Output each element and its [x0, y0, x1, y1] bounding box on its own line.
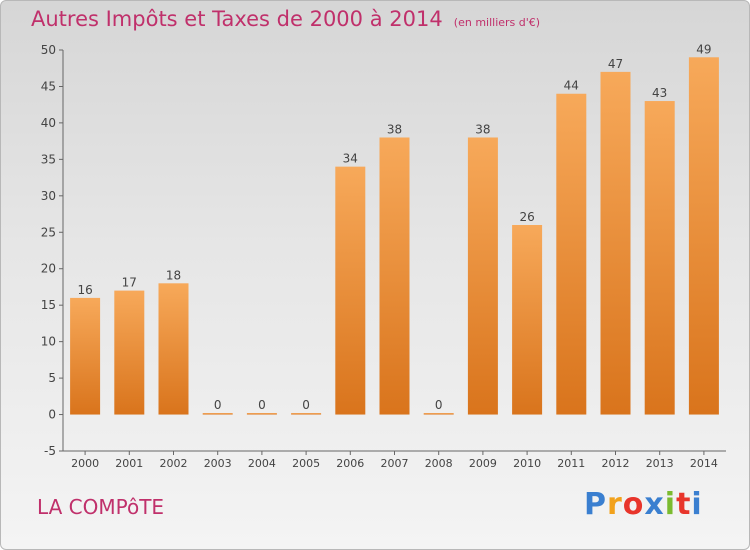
bar — [379, 137, 410, 415]
x-tick-label: 2011 — [557, 457, 585, 470]
data-label: 38 — [387, 122, 402, 136]
y-tick-label: 50 — [41, 43, 56, 57]
data-label: 17 — [122, 276, 137, 290]
data-label: 34 — [343, 152, 358, 166]
y-tick-label: 35 — [41, 152, 56, 166]
x-tick-label: 2010 — [513, 457, 541, 470]
logo-letter: i — [664, 487, 677, 522]
chart-title: Autres Impôts et Taxes de 2000 à 2014 (e… — [31, 7, 540, 31]
data-label: 0 — [435, 398, 443, 412]
bar — [423, 413, 454, 415]
x-tick-label: 2005 — [292, 457, 320, 470]
x-tick-label: 2012 — [602, 457, 630, 470]
bar — [688, 57, 719, 415]
data-label: 44 — [564, 79, 579, 93]
bar — [512, 224, 543, 415]
bar — [291, 413, 322, 415]
bar — [644, 101, 675, 415]
x-tick-label: 2000 — [71, 457, 99, 470]
logo-letter: o — [622, 487, 645, 522]
logo-letter: r — [607, 487, 623, 522]
data-label: 26 — [519, 210, 534, 224]
x-tick-label: 2006 — [336, 457, 364, 470]
logo-letter: i — [691, 487, 703, 522]
y-tick-label: 40 — [41, 116, 56, 130]
x-tick-label: 2002 — [160, 457, 188, 470]
data-label: 43 — [652, 86, 667, 100]
y-tick-label: 10 — [41, 335, 56, 349]
y-tick-label: 30 — [41, 189, 56, 203]
y-tick-label: -5 — [44, 444, 56, 458]
data-label: 16 — [77, 283, 92, 297]
proxiti-logo: Proxiti — [584, 487, 703, 522]
data-label: 0 — [258, 398, 266, 412]
y-tick-label: 15 — [41, 298, 56, 312]
place-name: LA COMPôTE — [37, 495, 165, 519]
bar — [114, 290, 145, 415]
bar — [246, 413, 277, 415]
chart-title-unit: (en milliers d'€) — [453, 16, 541, 29]
y-tick-label: 20 — [41, 262, 56, 276]
bar — [600, 71, 631, 415]
logo-letter: x — [644, 487, 665, 522]
data-label: 47 — [608, 57, 623, 71]
bar — [556, 93, 587, 415]
y-tick-label: 45 — [41, 79, 56, 93]
x-tick-label: 2007 — [381, 457, 409, 470]
data-label: 18 — [166, 268, 181, 282]
x-tick-label: 2009 — [469, 457, 497, 470]
data-label: 0 — [302, 398, 310, 412]
x-tick-label: 2001 — [115, 457, 143, 470]
data-label: 0 — [214, 398, 222, 412]
chart-title-main: Autres Impôts et Taxes de 2000 à 2014 — [31, 7, 443, 31]
bar — [335, 166, 366, 415]
logo-letter: P — [584, 487, 607, 522]
bar — [158, 283, 189, 415]
logo-letter: t — [676, 487, 692, 522]
bar — [70, 297, 101, 415]
y-tick-label: 5 — [48, 371, 56, 385]
y-tick-label: 0 — [48, 408, 56, 422]
x-tick-label: 2003 — [204, 457, 232, 470]
y-tick-label: 25 — [41, 225, 56, 239]
data-label: 49 — [696, 42, 711, 56]
x-tick-label: 2013 — [646, 457, 674, 470]
bar — [202, 413, 233, 415]
bar — [467, 137, 498, 415]
bar-chart: -5 0 5 10 15 20 25 30 35 40 45 50 16 2000 17 2001 18 2002… — [41, 42, 726, 470]
data-label: 38 — [475, 122, 490, 136]
x-tick-label: 2004 — [248, 457, 276, 470]
x-tick-label: 2008 — [425, 457, 453, 470]
x-tick-label: 2014 — [690, 457, 718, 470]
